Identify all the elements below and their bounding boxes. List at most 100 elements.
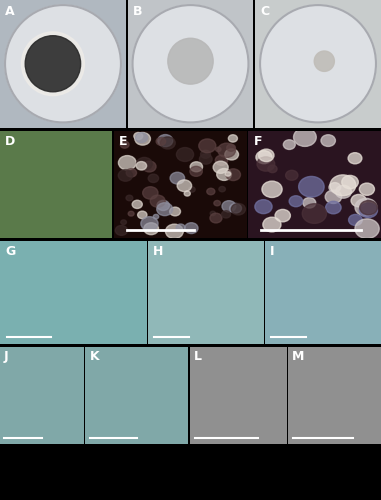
Text: L: L	[194, 350, 202, 364]
Circle shape	[170, 172, 185, 184]
Circle shape	[255, 200, 272, 213]
Circle shape	[148, 174, 158, 182]
Circle shape	[121, 220, 126, 224]
Circle shape	[360, 200, 377, 215]
Circle shape	[160, 137, 175, 149]
Circle shape	[349, 214, 362, 226]
Text: G: G	[6, 245, 16, 258]
Circle shape	[303, 198, 316, 208]
Circle shape	[157, 200, 170, 210]
Circle shape	[156, 138, 166, 145]
Circle shape	[219, 186, 226, 192]
Circle shape	[227, 144, 235, 152]
Circle shape	[21, 32, 85, 96]
Circle shape	[118, 156, 136, 170]
Circle shape	[158, 134, 173, 146]
Text: K: K	[90, 350, 99, 364]
Circle shape	[210, 213, 222, 223]
Circle shape	[221, 210, 231, 218]
Circle shape	[136, 158, 152, 170]
Circle shape	[325, 190, 342, 203]
Circle shape	[200, 150, 211, 158]
Circle shape	[176, 224, 185, 232]
Text: H: H	[153, 245, 163, 258]
Circle shape	[210, 211, 216, 216]
Circle shape	[126, 195, 133, 200]
Circle shape	[185, 222, 198, 234]
Text: E: E	[119, 135, 128, 148]
Circle shape	[135, 132, 147, 142]
Circle shape	[133, 5, 248, 122]
Circle shape	[207, 188, 215, 195]
Circle shape	[214, 200, 221, 206]
Circle shape	[157, 202, 173, 215]
Circle shape	[268, 165, 277, 172]
Circle shape	[190, 162, 203, 172]
Circle shape	[225, 149, 239, 160]
Circle shape	[216, 147, 221, 152]
Circle shape	[213, 161, 228, 173]
Circle shape	[321, 134, 335, 146]
Circle shape	[135, 132, 150, 145]
Circle shape	[215, 156, 228, 166]
Circle shape	[257, 157, 275, 171]
Circle shape	[293, 128, 316, 146]
Circle shape	[256, 150, 272, 164]
Circle shape	[5, 5, 121, 122]
Circle shape	[25, 36, 81, 92]
Circle shape	[142, 161, 156, 172]
Circle shape	[115, 226, 128, 235]
Circle shape	[302, 204, 327, 224]
Circle shape	[217, 168, 231, 180]
Circle shape	[118, 170, 133, 181]
Circle shape	[314, 51, 335, 72]
Circle shape	[134, 132, 142, 140]
Text: D: D	[5, 135, 15, 148]
Circle shape	[126, 168, 136, 177]
Circle shape	[226, 169, 240, 180]
Circle shape	[336, 186, 351, 198]
Circle shape	[259, 149, 274, 162]
Circle shape	[170, 207, 181, 216]
Circle shape	[355, 219, 379, 238]
Circle shape	[263, 217, 281, 232]
Circle shape	[225, 172, 231, 176]
Circle shape	[222, 200, 236, 212]
Circle shape	[165, 224, 183, 238]
Text: M: M	[292, 350, 304, 364]
Circle shape	[120, 141, 129, 148]
Circle shape	[150, 195, 165, 207]
Text: J: J	[3, 350, 8, 364]
Circle shape	[262, 181, 282, 198]
Circle shape	[144, 222, 158, 234]
Circle shape	[230, 204, 242, 213]
Text: I: I	[270, 245, 274, 258]
Circle shape	[329, 182, 341, 192]
Circle shape	[177, 180, 192, 192]
Circle shape	[299, 176, 324, 197]
Text: F: F	[253, 135, 262, 148]
Circle shape	[128, 212, 134, 216]
Circle shape	[132, 200, 142, 208]
Circle shape	[190, 166, 202, 176]
Circle shape	[359, 203, 378, 218]
Circle shape	[141, 216, 158, 230]
Circle shape	[330, 175, 356, 196]
Circle shape	[142, 186, 158, 199]
Text: A: A	[5, 5, 14, 18]
Circle shape	[218, 143, 235, 158]
Circle shape	[275, 210, 290, 222]
Text: B: B	[133, 5, 142, 18]
Circle shape	[189, 187, 195, 192]
Circle shape	[355, 198, 377, 216]
Circle shape	[153, 214, 159, 219]
Circle shape	[168, 38, 213, 84]
Circle shape	[348, 152, 362, 164]
Circle shape	[228, 134, 237, 142]
Circle shape	[351, 194, 366, 207]
Text: C: C	[260, 5, 269, 18]
Circle shape	[199, 154, 212, 164]
Circle shape	[260, 5, 376, 122]
Circle shape	[326, 202, 341, 214]
Circle shape	[199, 139, 216, 152]
